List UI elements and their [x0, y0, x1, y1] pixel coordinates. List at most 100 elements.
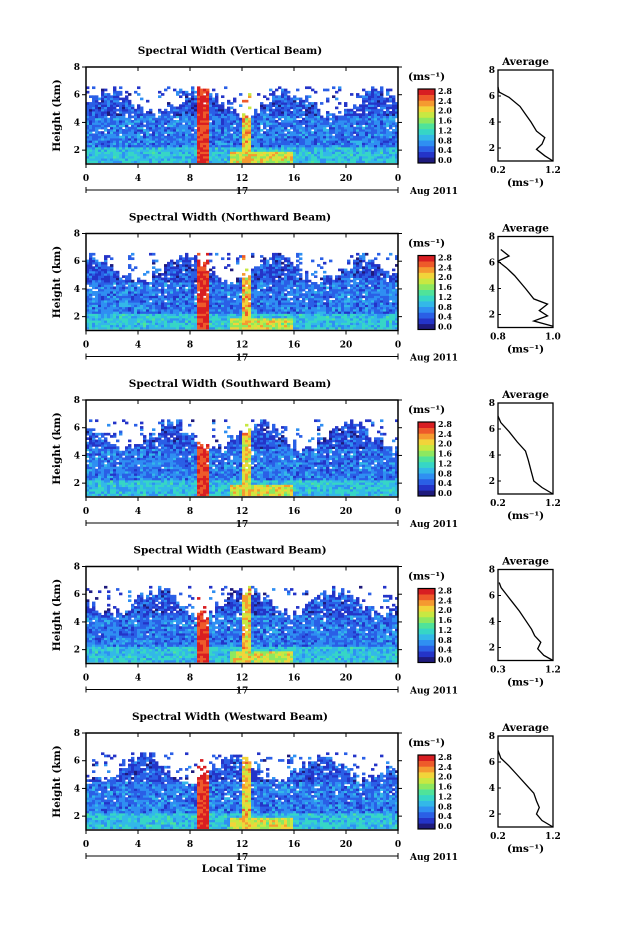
heatmap-cell [188, 99, 192, 103]
heatmap-cell [212, 155, 216, 159]
heatmap-cell [128, 102, 132, 105]
colorbar-segment [418, 106, 435, 113]
heatmap-cell [104, 149, 108, 152]
heatmap-cell [254, 115, 258, 119]
heatmap-cell [242, 151, 246, 155]
heatmap-cell [215, 95, 219, 99]
heatmap-cell [89, 137, 93, 141]
heatmap-cell [311, 259, 315, 263]
heatmap-cell [194, 115, 198, 119]
heatmap-cell [131, 131, 135, 134]
panel-title: Spectral Width (Vertical Beam) [138, 45, 322, 57]
heatmap-cell [122, 97, 126, 101]
heatmap-cell [224, 149, 228, 152]
heatmap-cell [224, 111, 228, 114]
heatmap-cell [131, 133, 135, 137]
heatmap-cell [272, 252, 276, 256]
heatmap-cell [95, 142, 99, 146]
heatmap-cell [107, 142, 111, 146]
heatmap-cell [209, 108, 213, 112]
heatmap-cell [116, 270, 120, 274]
heatmap-cell [101, 106, 105, 110]
heatmap-cell [266, 113, 270, 116]
heatmap-cell [176, 135, 180, 139]
heatmap-cell [290, 302, 294, 305]
heatmap-cell [176, 108, 180, 112]
heatmap-cell [155, 275, 159, 278]
heatmap-cell [260, 149, 264, 152]
heatmap-cell [257, 142, 261, 146]
heatmap-cell [101, 95, 105, 99]
heatmap-cell [176, 288, 180, 292]
heatmap-cell [197, 144, 201, 148]
heatmap-cell [242, 113, 246, 116]
heatmap-cell [215, 135, 219, 139]
heatmap-cell [98, 122, 102, 125]
heatmap-cell [257, 131, 261, 134]
heatmap-cell [200, 266, 204, 270]
heatmap-cell [143, 128, 147, 132]
heatmap-cell [131, 149, 135, 152]
heatmap-cell [173, 115, 177, 119]
heatmap-cell [386, 128, 390, 132]
heatmap-cell [176, 155, 180, 159]
heatmap-cell [131, 142, 135, 146]
heatmap-cell [263, 146, 267, 150]
heatmap-cell [188, 144, 192, 148]
heatmap-cell [164, 120, 168, 123]
heatmap-cell [86, 133, 90, 137]
heatmap-cell [299, 252, 303, 256]
heatmap-cell [245, 124, 249, 128]
heatmap-cell [173, 149, 177, 152]
heatmap-cell [332, 113, 336, 116]
heatmap-cell [122, 106, 126, 110]
heatmap-cell [104, 126, 108, 130]
heatmap-cell [92, 111, 96, 114]
heatmap-cell [299, 257, 303, 261]
x-tick-label: 16 [288, 174, 301, 184]
heatmap-cell [191, 142, 195, 146]
heatmap-cell [161, 128, 165, 132]
heatmap-cell [263, 133, 267, 137]
heatmap-cell [254, 144, 258, 148]
heatmap-cell [248, 137, 252, 141]
heatmap-cell [227, 142, 231, 146]
heatmap-cell [89, 153, 93, 157]
heatmap-cell [158, 128, 162, 132]
heatmap-cell [233, 128, 237, 132]
heatmap-cell [233, 155, 237, 159]
heatmap-cell [161, 131, 165, 134]
heatmap-cell [113, 122, 117, 125]
heatmap-cell [194, 153, 198, 157]
heatmap-cell [236, 113, 240, 116]
heatmap-cell [275, 252, 279, 256]
heatmap-cell [314, 282, 318, 285]
heatmap-cell [179, 146, 183, 150]
heatmap-cell [209, 146, 213, 150]
heatmap-cell [170, 115, 174, 119]
heatmap-cell [215, 144, 219, 148]
heatmap-cell [98, 133, 102, 137]
heatmap-cell [176, 133, 180, 137]
heatmap-cell [119, 126, 123, 130]
heatmap-cell [167, 160, 171, 164]
heatmap-cell [101, 146, 105, 150]
heatmap-cell [245, 155, 249, 159]
heatmap-cell [248, 160, 252, 164]
heatmap-cell [197, 126, 201, 130]
heatmap-cell [257, 113, 261, 116]
heatmap-cell [134, 140, 138, 143]
heatmap-cell [182, 135, 186, 139]
heatmap-cell [128, 140, 132, 143]
heatmap-cell [260, 113, 264, 116]
heatmap-cell [119, 153, 123, 157]
heatmap-cell [104, 140, 108, 143]
heatmap-cell [140, 124, 144, 128]
heatmap-cell [242, 128, 246, 132]
heatmap-cell [245, 151, 249, 155]
heatmap-cell [164, 88, 168, 92]
heatmap-cell [122, 155, 126, 159]
heatmap-cell [194, 128, 198, 132]
heatmap-cell [227, 284, 231, 287]
heatmap-cell [170, 140, 174, 143]
